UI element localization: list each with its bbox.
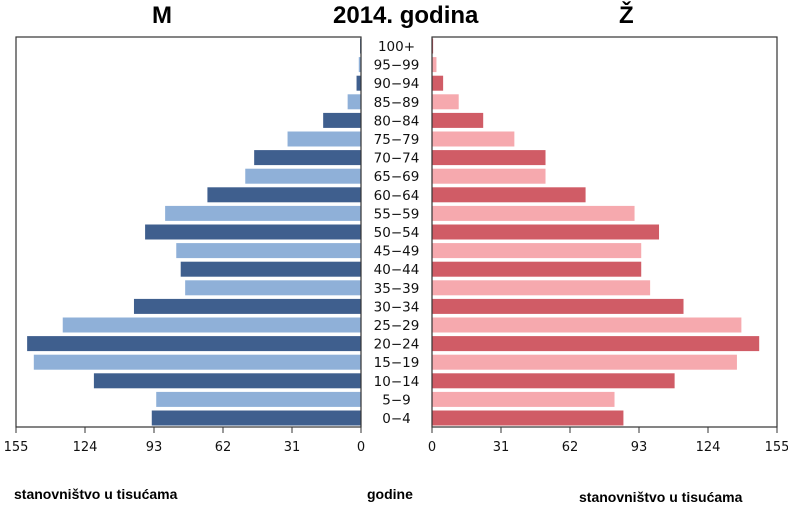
age-label-13: 35−39 [374, 281, 420, 297]
age-label-11: 45−49 [374, 244, 420, 260]
male-tick-label-5: 0 [357, 440, 365, 455]
female-tick-label-0: 0 [428, 440, 436, 455]
male-bar-7 [245, 168, 361, 184]
female-bar-12 [432, 261, 642, 277]
female-bar-19 [432, 391, 615, 407]
male-bar-16 [27, 336, 362, 352]
male-bar-10 [145, 224, 361, 240]
male-x-axis-ticks: 155 124 93 62 31 0 [4, 427, 365, 455]
female-bar-17 [432, 354, 737, 370]
age-label-0: 100+ [378, 39, 415, 55]
female-bar-14 [432, 298, 684, 314]
female-bar-18 [432, 373, 675, 389]
age-label-1: 95−99 [374, 58, 420, 74]
age-label-7: 65−69 [374, 169, 420, 185]
male-bar-4 [323, 112, 361, 128]
male-bar-11 [176, 243, 361, 259]
male-bar-8 [207, 187, 361, 203]
age-label-12: 40−44 [374, 262, 420, 278]
age-label-16: 20−24 [374, 337, 420, 353]
male-panel-title: M [152, 2, 172, 29]
age-axis-label: godine [367, 486, 413, 502]
female-bar-6 [432, 150, 546, 166]
male-bar-20 [151, 410, 361, 426]
male-plot-frame [15, 36, 362, 428]
age-label-10: 50−54 [374, 225, 420, 241]
male-tick-label-0: 155 [4, 440, 29, 455]
age-label-2: 90−94 [374, 76, 420, 92]
female-panel-title: Ž [619, 2, 634, 29]
male-tick-label-1: 124 [73, 440, 98, 455]
male-x-axis-label: stanovništvo u tisućama [14, 486, 178, 502]
age-label-3: 85−89 [374, 95, 420, 111]
female-bar-11 [432, 243, 642, 259]
female-tick-label-5: 155 [765, 440, 788, 455]
male-bars [27, 38, 362, 426]
female-bar-1 [432, 57, 437, 73]
female-bar-7 [432, 168, 546, 184]
age-label-5: 75−79 [374, 132, 420, 148]
female-bar-20 [432, 410, 624, 426]
chart-title: 2014. godina [333, 2, 479, 29]
male-bar-18 [93, 373, 361, 389]
male-tick-label-2: 93 [146, 440, 163, 455]
female-tick-label-2: 62 [562, 440, 579, 455]
female-bars [432, 38, 760, 426]
male-bar-14 [133, 298, 361, 314]
female-bar-2 [432, 75, 444, 91]
female-tick-label-3: 93 [631, 440, 648, 455]
female-bar-15 [432, 317, 742, 333]
female-x-axis-label: stanovništvo u tisućama [579, 489, 743, 505]
age-label-8: 60−64 [374, 188, 420, 204]
age-group-labels: 100+ 95−99 90−94 85−89 80−84 75−79 70−74 65−69 6… [374, 39, 420, 427]
male-bar-3 [347, 94, 361, 110]
age-label-9: 55−59 [374, 206, 420, 222]
male-bar-15 [62, 317, 361, 333]
age-label-20: 0−4 [382, 411, 411, 427]
female-tick-label-4: 124 [696, 440, 721, 455]
female-tick-label-1: 31 [493, 440, 510, 455]
age-label-18: 10−14 [374, 374, 420, 390]
male-tick-label-3: 62 [215, 440, 232, 455]
female-bar-5 [432, 131, 515, 147]
age-label-15: 25−29 [374, 318, 420, 334]
male-bar-9 [165, 205, 361, 221]
male-bar-5 [287, 131, 361, 147]
age-label-4: 80−84 [374, 113, 420, 129]
female-bar-16 [432, 336, 760, 352]
male-bar-2 [356, 75, 361, 91]
male-bar-6 [254, 150, 361, 166]
female-x-axis-ticks: 0 31 62 93 124 155 [428, 427, 788, 455]
male-bar-19 [156, 391, 361, 407]
age-label-6: 70−74 [374, 151, 420, 167]
age-label-14: 30−34 [374, 299, 420, 315]
female-bar-10 [432, 224, 660, 240]
male-bar-13 [185, 280, 361, 296]
male-bar-17 [33, 354, 361, 370]
male-bar-12 [180, 261, 361, 277]
male-bar-1 [358, 57, 361, 73]
female-bar-9 [432, 205, 635, 221]
male-tick-label-4: 31 [284, 440, 301, 455]
female-plot-frame [431, 36, 778, 428]
female-bar-8 [432, 187, 586, 203]
female-bar-13 [432, 280, 651, 296]
age-label-17: 15−19 [374, 355, 420, 371]
age-label-19: 5−9 [382, 392, 411, 408]
female-bar-4 [432, 112, 484, 128]
female-bar-3 [432, 94, 459, 110]
